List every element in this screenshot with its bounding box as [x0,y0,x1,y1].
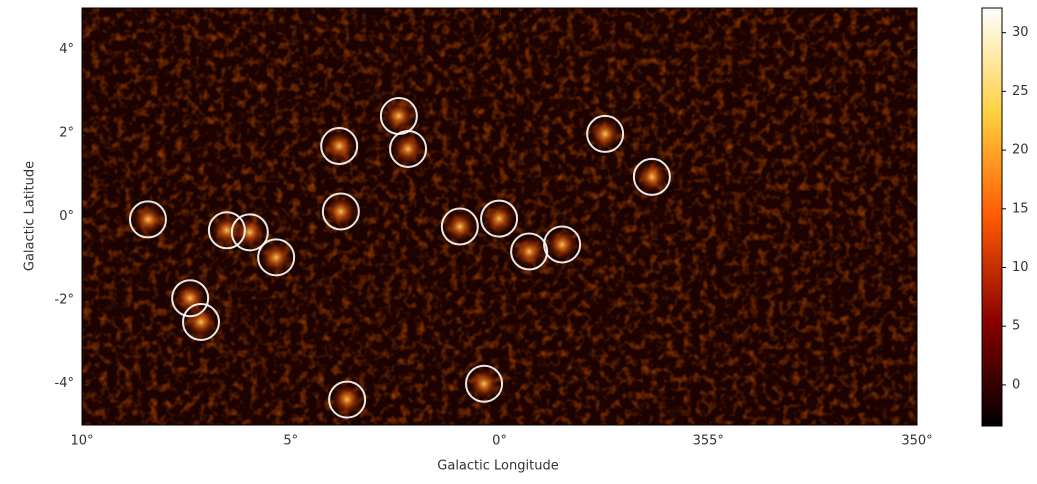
source-glow [323,130,355,162]
source-glow [444,211,476,243]
source-glow [260,241,292,273]
y-tick-label: 4° [59,42,74,57]
source-glow [132,203,164,235]
source-glow [331,384,363,416]
colorbar-tick-label: 0 [1012,377,1020,392]
x-tick-label: 0° [492,434,507,449]
colorbar-tick-label: 25 [1012,84,1029,99]
colorbar-tick-label: 10 [1012,260,1029,275]
y-tick-label: -4° [55,376,74,391]
source-glow [468,368,500,400]
source-glow [513,236,545,268]
source-glow [546,228,578,260]
colorbar-tick-label: 20 [1012,143,1029,158]
source-glow [483,203,515,235]
source-glow [589,118,621,150]
source-glow [325,195,357,227]
x-tick-label: 355° [693,434,724,449]
source-glow [383,100,415,132]
x-tick-label: 5° [283,434,298,449]
colorbar-tick-label: 15 [1012,201,1029,216]
colorbar [982,8,1002,426]
x-tick-label: 10° [70,434,93,449]
y-tick-label: 2° [59,126,74,141]
source-glow [392,133,424,165]
x-axis-label: Galactic Longitude [437,459,558,474]
y-axis-label: Galactic Latitude [23,161,38,271]
chart: Galactic Longitude Galactic Latitude 10°… [0,0,1037,480]
source-glow [185,306,217,338]
y-tick-label: -2° [55,292,74,307]
y-tick-label: 0° [59,209,74,224]
sky-map [82,8,917,425]
colorbar-tick-label: 30 [1012,25,1029,40]
source-glow [636,161,668,193]
x-tick-label: 350° [901,434,932,449]
colorbar-tick-label: 5 [1012,319,1020,334]
